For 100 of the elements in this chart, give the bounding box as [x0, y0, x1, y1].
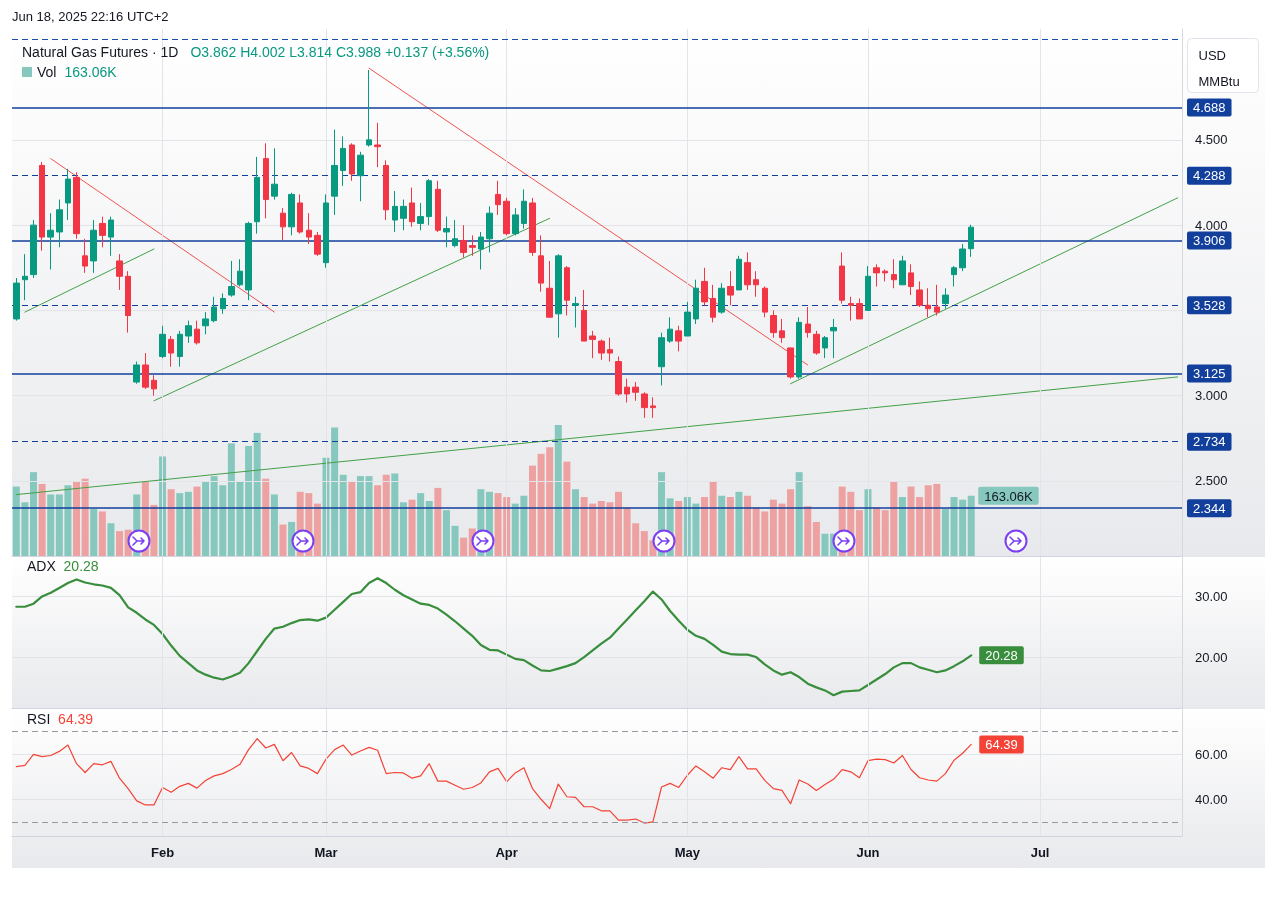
- text: 20.28: [63, 558, 99, 574]
- candlestick: [306, 212, 312, 245]
- candlestick: [503, 197, 510, 236]
- bar: [873, 507, 881, 556]
- bar: [718, 495, 726, 556]
- bar: [193, 486, 201, 556]
- bar: [701, 497, 709, 556]
- candlestick: [718, 282, 725, 315]
- candlestick: [925, 287, 931, 318]
- candlestick: [641, 391, 648, 419]
- candlestick: [314, 231, 321, 257]
- bar: [408, 499, 416, 556]
- candlestick: [951, 265, 957, 288]
- bar: [434, 487, 442, 556]
- candlestick: [650, 396, 656, 419]
- candlestick: [589, 330, 596, 359]
- candlestick: [168, 335, 174, 368]
- candlestick: [727, 270, 734, 306]
- candlestick: [211, 296, 217, 323]
- candlestick: [177, 330, 183, 368]
- x-tick-label: May: [674, 845, 701, 860]
- candlestick: [426, 178, 432, 226]
- bar: [176, 493, 184, 556]
- series-label: RSI: [27, 711, 51, 727]
- candlestick: [297, 193, 303, 235]
- candlestick: [220, 292, 226, 315]
- candlestick: [331, 129, 338, 216]
- candlestick: [968, 224, 974, 258]
- candlestick: [546, 260, 553, 318]
- candlestick: [469, 234, 476, 257]
- candlestick: [39, 161, 45, 252]
- candlestick: [658, 332, 665, 386]
- bar: [726, 497, 734, 556]
- bar: [442, 510, 450, 556]
- bar: [528, 465, 536, 556]
- bar: [898, 497, 906, 556]
- candlestick: [916, 280, 923, 308]
- bar: [279, 524, 287, 556]
- bar: [107, 523, 115, 556]
- bar: [116, 531, 124, 556]
- candlestick: [701, 267, 708, 306]
- candlestick: [607, 337, 613, 363]
- bar: [47, 494, 55, 556]
- candlestick: [684, 301, 691, 337]
- candlestick: [710, 284, 716, 323]
- candlestick: [82, 238, 88, 274]
- candlestick: [779, 318, 785, 344]
- candlestick: [744, 251, 751, 291]
- candlestick: [202, 311, 209, 335]
- bar: [382, 474, 390, 556]
- candlestick: [245, 221, 252, 301]
- bar: [744, 495, 752, 556]
- candlestick: [521, 188, 527, 230]
- candlestick: [813, 330, 820, 356]
- x-tick-label: Apr: [495, 845, 518, 860]
- candlestick: [194, 320, 200, 346]
- candlestick: [151, 374, 157, 397]
- candlestick: [753, 270, 759, 298]
- bar: [167, 489, 175, 556]
- candlestick: [572, 296, 579, 328]
- annotation: 163.06K: [984, 488, 1033, 504]
- y-tick-label: 2.500: [1195, 473, 1228, 489]
- candlestick: [56, 199, 63, 248]
- y-tick-label: 20.00: [1195, 649, 1228, 665]
- bar: [451, 525, 459, 556]
- candlestick: [959, 243, 966, 272]
- bar: [202, 481, 210, 556]
- text: 64.39: [58, 711, 94, 727]
- line-series: [15, 738, 972, 824]
- bar: [73, 481, 81, 556]
- bar: [460, 537, 468, 556]
- bar: [615, 491, 623, 556]
- candlestick: [340, 135, 346, 187]
- line-series: [15, 577, 973, 697]
- candlestick: [486, 205, 493, 253]
- bar: [184, 491, 192, 556]
- bar: [821, 533, 829, 556]
- candlestick: [856, 297, 863, 320]
- ref-line-label: 2.734: [1193, 434, 1226, 450]
- candlestick: [667, 316, 673, 344]
- x-tick-label: Feb: [150, 845, 175, 860]
- candlestick: [882, 268, 888, 282]
- bar: [348, 481, 356, 556]
- y-axis-title: USD MMBtu: [1198, 48, 1240, 89]
- bar: [709, 481, 717, 556]
- ref-line-label: 4.688: [1193, 99, 1226, 115]
- candlestick: [280, 207, 286, 241]
- y-tick-label: 40.00: [1195, 792, 1228, 808]
- candlestick: [581, 289, 587, 342]
- bar: [787, 489, 795, 556]
- candlestick: [13, 277, 20, 322]
- ref-line-label: 4.288: [1193, 168, 1226, 184]
- candlestick: [271, 147, 278, 201]
- legend-label: Vol: [37, 64, 57, 80]
- candlestick: [435, 180, 441, 233]
- series-label: ADX: [27, 558, 57, 574]
- candlestick: [357, 151, 364, 202]
- candlestick: [452, 219, 458, 248]
- candlestick: [736, 255, 742, 291]
- y-tick-label: 3.000: [1195, 388, 1228, 404]
